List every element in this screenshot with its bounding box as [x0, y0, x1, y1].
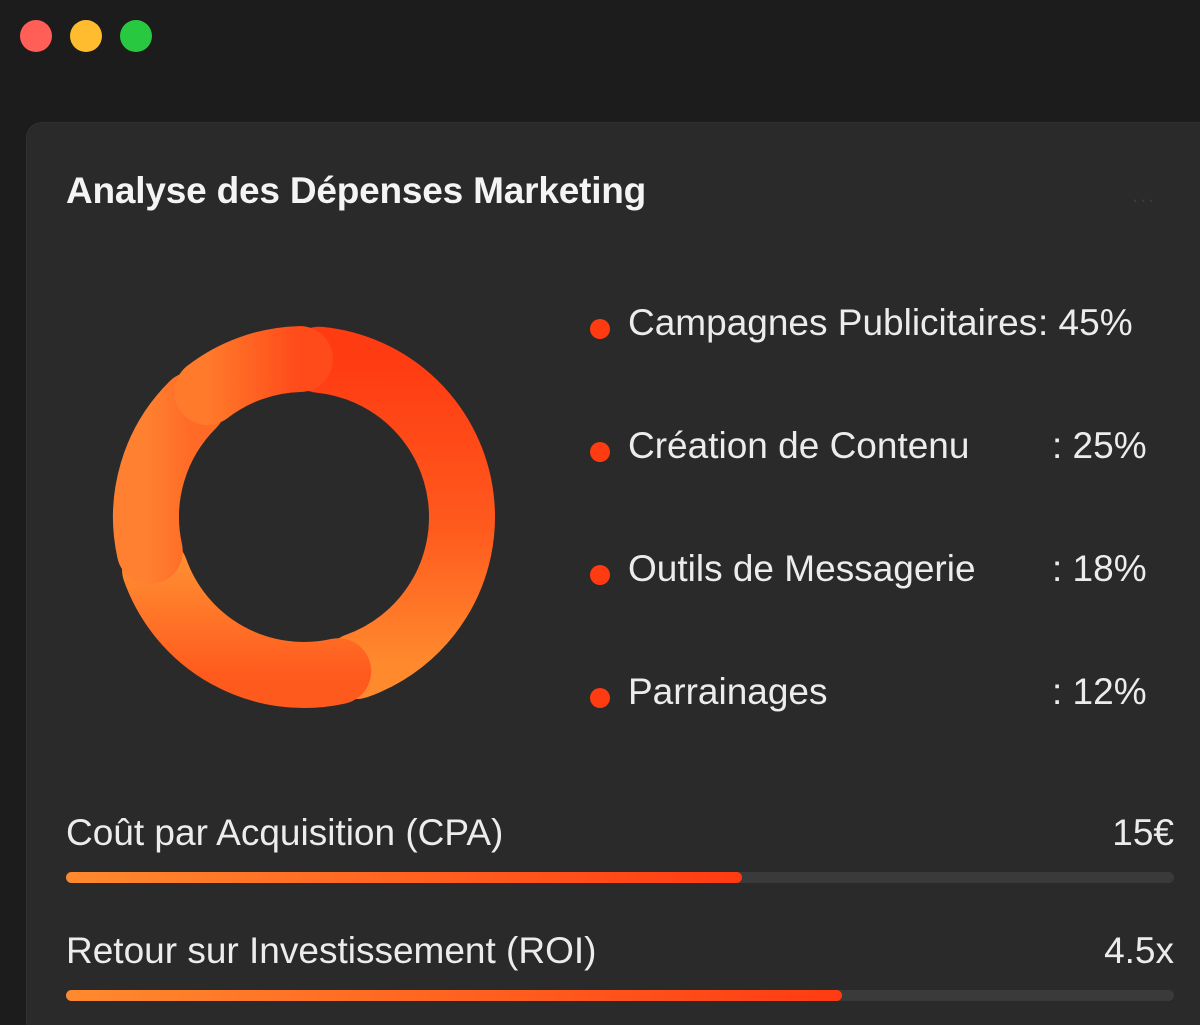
close-button[interactable] — [20, 20, 52, 52]
legend-value: : 25% — [1052, 425, 1147, 466]
legend-label: Campagnes Publicitaires — [628, 302, 1038, 343]
window-controls — [20, 20, 152, 52]
progress-track — [66, 990, 1174, 1001]
progress-fill — [66, 872, 742, 883]
metric-value: 4.5x — [1104, 930, 1174, 971]
legend-bullet-icon — [590, 688, 610, 708]
more-options-icon[interactable]: ... — [1132, 182, 1157, 207]
metric-value: 15€ — [1112, 812, 1174, 853]
legend-label: Création de Contenu — [628, 425, 970, 466]
legend-item: Parrainages : 12% — [586, 671, 1186, 721]
legend-bullet-icon — [590, 442, 610, 462]
metric-label: Coût par Acquisition (CPA) — [66, 812, 504, 853]
legend-bullet-icon — [590, 319, 610, 339]
donut-slice-4 — [174, 326, 333, 425]
progress-track — [66, 872, 1174, 883]
legend-item: Campagnes Publicitaires : 45% — [586, 302, 1186, 352]
progress-fill — [66, 990, 842, 1001]
legend-value: : 12% — [1052, 671, 1147, 712]
maximize-button[interactable] — [120, 20, 152, 52]
donut-slice-3 — [113, 371, 226, 585]
metric-label: Retour sur Investissement (ROI) — [66, 930, 597, 971]
legend-value: : 45% — [1038, 302, 1133, 343]
legend-item: Création de Contenu : 25% — [586, 425, 1186, 475]
card-title: Analyse des Dépenses Marketing — [66, 170, 647, 211]
legend-label: Parrainages — [628, 671, 828, 712]
legend-value: : 18% — [1052, 548, 1147, 589]
marketing-spend-card: Analyse des Dépenses Marketing ... — [26, 122, 1200, 1025]
legend-label: Outils de Messagerie — [628, 548, 976, 589]
donut-slice-2 — [122, 536, 372, 708]
legend-bullet-icon — [590, 565, 610, 585]
legend-item: Outils de Messagerie : 18% — [586, 548, 1186, 598]
donut-slice-1 — [286, 326, 495, 699]
minimize-button[interactable] — [70, 20, 102, 52]
donut-chart — [113, 326, 495, 708]
